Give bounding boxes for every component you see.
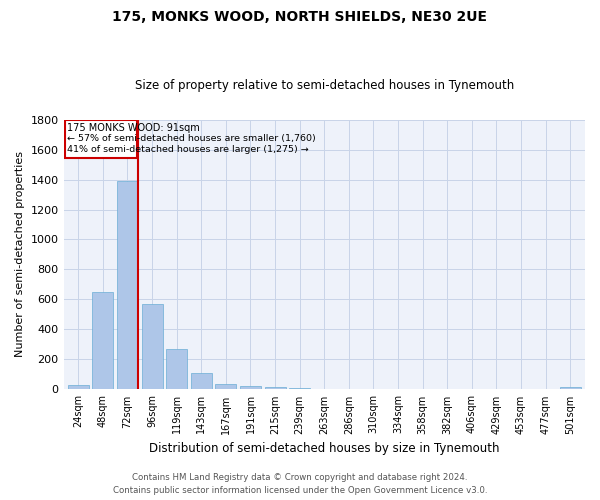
- Text: Contains HM Land Registry data © Crown copyright and database right 2024.
Contai: Contains HM Land Registry data © Crown c…: [113, 473, 487, 495]
- X-axis label: Distribution of semi-detached houses by size in Tynemouth: Distribution of semi-detached houses by …: [149, 442, 500, 455]
- Bar: [314, 388, 335, 390]
- Text: ← 57% of semi-detached houses are smaller (1,760): ← 57% of semi-detached houses are smalle…: [67, 134, 316, 143]
- Bar: [265, 387, 286, 390]
- Bar: [560, 387, 581, 390]
- Bar: [289, 388, 310, 390]
- Bar: [191, 373, 212, 390]
- Title: Size of property relative to semi-detached houses in Tynemouth: Size of property relative to semi-detach…: [134, 79, 514, 92]
- Bar: [142, 304, 163, 390]
- Bar: [65, 120, 137, 158]
- Bar: [215, 384, 236, 390]
- Text: 175 MONKS WOOD: 91sqm: 175 MONKS WOOD: 91sqm: [67, 124, 199, 134]
- Bar: [166, 349, 187, 390]
- Bar: [117, 181, 138, 390]
- Text: 41% of semi-detached houses are larger (1,275) →: 41% of semi-detached houses are larger (…: [67, 145, 308, 154]
- Bar: [68, 385, 89, 390]
- Text: 175, MONKS WOOD, NORTH SHIELDS, NE30 2UE: 175, MONKS WOOD, NORTH SHIELDS, NE30 2UE: [113, 10, 487, 24]
- Bar: [240, 386, 261, 390]
- Bar: [92, 292, 113, 390]
- Y-axis label: Number of semi-detached properties: Number of semi-detached properties: [15, 152, 25, 358]
